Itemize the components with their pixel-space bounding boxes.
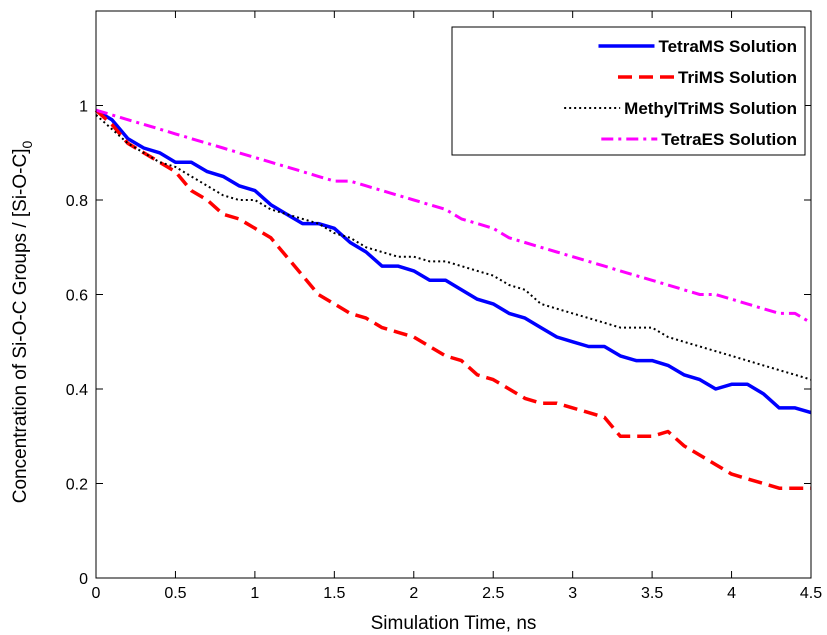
y-tick-label: 0.2 (66, 477, 88, 494)
y-tick-label: 0.4 (66, 382, 88, 399)
legend-label-2: TriMS Solution (678, 68, 797, 87)
series-line-3 (95, 114, 812, 381)
y-tick-label: 1 (79, 99, 88, 116)
x-tick-label: 3.5 (641, 585, 663, 602)
legend-items: TetraMS Solution TriMS Solution MethylTriM… (564, 37, 797, 149)
x-axis-tick-labels: 0 0.5 1 1.5 2 2.5 3 3.5 4 4.5 (92, 585, 823, 602)
y-axis-title-main: Concentration of Si-O-C Groups / [Si-O-C… (10, 149, 31, 504)
x-tick-label: 0 (92, 585, 101, 602)
axis-ticks (95, 11, 812, 579)
legend-label-3: MethylTriMS Solution (624, 99, 797, 118)
y-axis-title-subscript: 0 (19, 141, 35, 149)
y-tick-label: 0.6 (66, 288, 88, 305)
y-tick-label: 0 (79, 571, 88, 588)
x-tick-label: 1.5 (323, 585, 345, 602)
x-tick-label: 2.5 (482, 585, 504, 602)
x-axis-title: Simulation Time, ns (371, 613, 537, 634)
x-tick-label: 3 (568, 585, 577, 602)
series-line-1 (95, 108, 812, 415)
x-tick-label: 2 (409, 585, 418, 602)
x-tick-label: 1 (250, 585, 259, 602)
legend-label-4: TetraES Solution (661, 130, 797, 149)
y-axis-tick-labels: 0 0.2 0.4 0.6 0.8 1 (66, 99, 88, 589)
x-tick-label: 0.5 (164, 585, 186, 602)
legend-box (451, 26, 806, 156)
x-tick-label: 4 (727, 585, 736, 602)
legend: TetraMS Solution TriMS Solution MethylTriM… (451, 26, 806, 156)
series-layer (94, 108, 812, 490)
x-tick-label: 4.5 (800, 585, 822, 602)
y-tick-label: 0.8 (66, 193, 88, 210)
y-axis-title: Concentration of Si-O-C Groups / [Si-O-C… (10, 141, 35, 504)
legend-label-1: TetraMS Solution (658, 37, 797, 56)
series-line-2 (94, 108, 811, 490)
